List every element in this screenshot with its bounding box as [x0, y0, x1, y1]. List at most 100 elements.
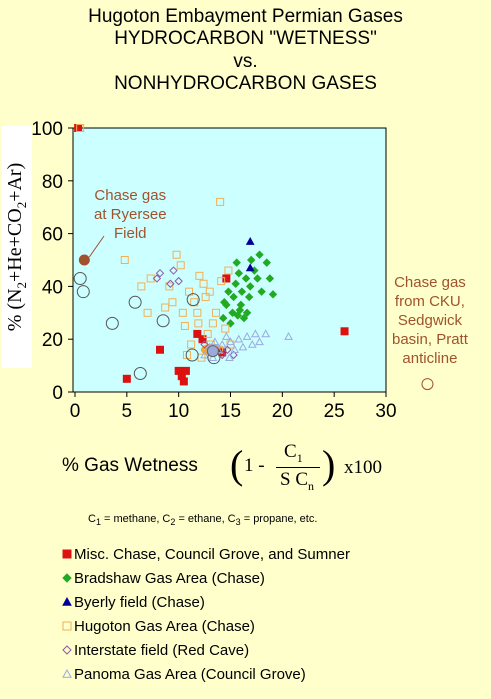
- ryersee-point: [78, 254, 90, 266]
- diamond-filled-point: [253, 274, 262, 283]
- x-tick-label: 5: [122, 401, 133, 422]
- diamond-filled-point: [235, 305, 245, 315]
- diamond-open-point: [229, 350, 238, 360]
- triangle-filled-point: [245, 236, 255, 245]
- square-open-point: [195, 271, 204, 280]
- diamond-filled-point: [224, 287, 233, 296]
- plot-area: [72, 127, 387, 393]
- triangle-open-point: [230, 345, 239, 354]
- triangle-open-point: [210, 337, 220, 346]
- diamond-filled-point: [239, 313, 249, 323]
- circle-open-large-point: [186, 293, 200, 307]
- square-open-point: [143, 308, 152, 317]
- x-tick-label: 20: [272, 401, 293, 422]
- component-note: C1 = methane, C2 = ethane, C3 = propane,…: [88, 513, 318, 528]
- circle-open-large-point: [105, 316, 119, 330]
- diamond-filled-point: [257, 287, 266, 296]
- square-open-point: [211, 308, 220, 317]
- diamond-filled-point: [255, 250, 264, 259]
- legend-marker-shape: [62, 669, 72, 678]
- cluster-center-point: [206, 345, 219, 358]
- diamond-open-point: [174, 276, 183, 286]
- triangle-open-point: [251, 329, 260, 338]
- legend-label: Panoma Gas Area (Council Grove): [74, 666, 306, 683]
- x-tick-label: 15: [220, 401, 241, 422]
- triangle-open-point: [255, 337, 264, 346]
- square-open-point: [161, 303, 170, 312]
- legend-marker-shape: [62, 597, 72, 606]
- legend-label: Byerly field (Chase): [74, 594, 205, 611]
- annotation-ryersee: Chase gas at Ryersee Field: [94, 187, 167, 242]
- ryersee-leader-line: [88, 235, 105, 258]
- triangle-open-point: [284, 332, 293, 340]
- triangle-open-point: [261, 329, 271, 338]
- cku-point: [421, 378, 434, 391]
- square-filled-point: [181, 366, 190, 375]
- legend-label: Interstate field (Red Cave): [74, 642, 250, 659]
- square-open-point: [176, 261, 185, 270]
- chart-title-line-1: Hugoton Embayment Permian Gases: [88, 6, 403, 27]
- diamond-filled-point: [262, 258, 271, 267]
- wetness-formula: ( 1 - C1 S Cn ) x100: [230, 441, 382, 493]
- legend-marker-shape: [62, 621, 72, 631]
- x-tick-label: 10: [168, 401, 189, 422]
- triangle-open-point: [200, 350, 209, 359]
- square-open-point: [208, 319, 217, 328]
- triangle-open-point: [222, 332, 231, 340]
- diamond-filled-point: [219, 313, 228, 323]
- triangle-open-point: [247, 339, 257, 348]
- diamond-filled-point: [232, 258, 241, 267]
- triangle-filled-point: [245, 263, 255, 272]
- x-axis-label: % Gas Wetness: [62, 455, 198, 476]
- diamond-filled-point: [242, 308, 252, 318]
- diamond-open-point: [200, 340, 209, 349]
- diamond-filled-point: [231, 279, 240, 288]
- triangle-open-point: [208, 353, 218, 361]
- legend-marker: [62, 549, 72, 559]
- y-tick-label: 20: [42, 330, 63, 351]
- diamond-open-point: [223, 345, 232, 354]
- square-open-point: [217, 277, 226, 286]
- diamond-open-point: [152, 274, 162, 283]
- y-tick-label: 60: [42, 225, 63, 246]
- square-open-point: [221, 324, 230, 333]
- diamond-filled-point: [245, 282, 255, 291]
- square-filled-point: [156, 345, 165, 354]
- diamond-open-point: [155, 268, 165, 278]
- x-tick-label: 0: [70, 401, 81, 422]
- legend-marker-shape: [62, 645, 72, 655]
- square-filled-point: [179, 377, 188, 386]
- diamond-filled-point: [237, 287, 247, 296]
- annotation-cku: Chase gas from CKU, Sedgwick basin, Prat…: [392, 274, 468, 367]
- circle-open-large-point: [73, 271, 87, 285]
- legend-label: Bradshaw Gas Area (Chase): [74, 570, 265, 587]
- square-filled-point: [193, 329, 202, 338]
- chart-title-line-4: NONHYDROCARBON GASES: [114, 73, 377, 94]
- legend-label: Misc. Chase, Council Grove, and Sumner: [74, 546, 350, 563]
- triangle-open-point: [242, 332, 252, 340]
- square-filled-point: [222, 274, 231, 283]
- square-open-point: [146, 274, 155, 283]
- square-open-point: [224, 266, 233, 275]
- x-tick-label: 25: [324, 401, 345, 422]
- triangle-open-point: [238, 342, 248, 351]
- y-tick-label: 100: [31, 119, 63, 140]
- square-open-point: [180, 322, 189, 330]
- square-open-point: [178, 308, 187, 317]
- chart-title-line-2: HYDROCARBON "WETNESS": [114, 28, 377, 49]
- square-filled-point: [122, 374, 131, 383]
- legend-marker: [62, 645, 72, 655]
- square-open-point: [199, 279, 208, 288]
- diamond-filled-point: [268, 290, 278, 299]
- square-open-point: [168, 298, 177, 307]
- circle-open-large-point: [185, 348, 199, 362]
- x-tick-label: 30: [375, 401, 396, 422]
- square-open-point: [203, 329, 212, 338]
- square-filled-point: [340, 327, 349, 336]
- square-open-point: [165, 282, 174, 291]
- diamond-filled-point: [229, 292, 238, 302]
- triangle-open-point: [225, 353, 234, 361]
- diamond-filled-point: [220, 298, 229, 307]
- diamond-filled-point: [228, 308, 237, 318]
